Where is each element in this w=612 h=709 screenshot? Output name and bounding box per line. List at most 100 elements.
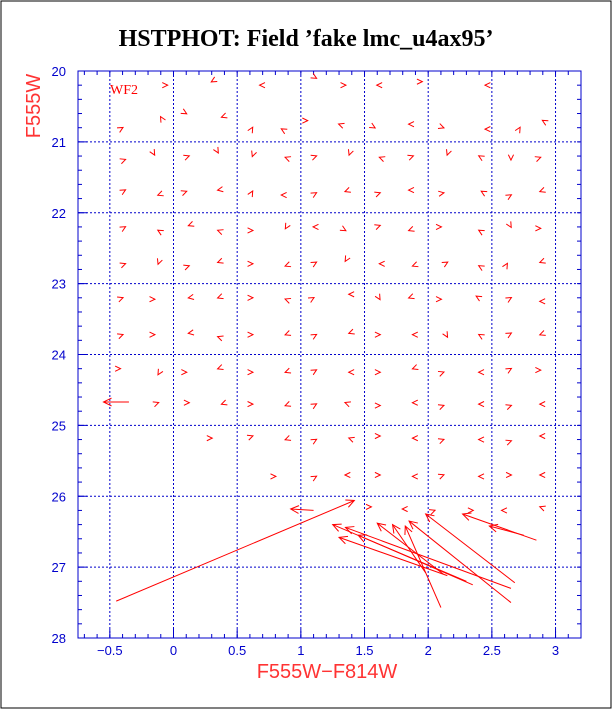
- vector-chevron: [535, 225, 542, 232]
- vector-chevron: [411, 399, 419, 406]
- vector-chevron: [117, 333, 125, 340]
- vector-chevron: [505, 471, 513, 479]
- vector-chevron: [477, 369, 485, 376]
- vector-arrow: [488, 523, 524, 536]
- vector-chevron: [337, 122, 345, 129]
- vector-chevron: [407, 187, 415, 194]
- vector-chevron: [416, 78, 424, 85]
- vector-chevron: [216, 364, 224, 370]
- vector-chevron: [538, 330, 546, 336]
- vector-chevron: [344, 255, 351, 263]
- vector-chevron: [411, 364, 419, 370]
- vector-chevron: [156, 190, 164, 197]
- vector-chevron: [251, 150, 257, 158]
- vector-chevron: [435, 296, 443, 303]
- vector-chevron: [310, 403, 318, 410]
- vector-chevron: [347, 149, 354, 157]
- vector-chevron: [374, 402, 382, 409]
- vector-chevron: [310, 261, 318, 268]
- x-tick-label: 2.5: [483, 643, 501, 658]
- vector-chevron: [437, 473, 446, 480]
- x-tick-label: 0: [170, 643, 177, 658]
- vector-chevron: [437, 438, 446, 445]
- vector-chevron: [284, 401, 292, 407]
- vector-arrow: [344, 526, 512, 589]
- vector-chevron: [534, 156, 542, 162]
- vector-chevron: [538, 187, 546, 193]
- vector-chevron: [538, 505, 546, 512]
- vector-chevron: [374, 471, 382, 479]
- vector-chevron: [187, 221, 195, 227]
- vector-chevron: [310, 438, 318, 445]
- vector-chevron: [477, 333, 485, 340]
- x-tick-label: 2: [425, 643, 432, 658]
- vector-chevron: [477, 265, 485, 271]
- vector-chevron: [401, 505, 408, 513]
- vector-chevron: [116, 126, 125, 133]
- vector-chevron: [374, 224, 382, 230]
- vector-chevron: [477, 229, 485, 236]
- y-tick-label: 24: [52, 348, 66, 363]
- y-tick-label: 22: [52, 206, 66, 221]
- vector-chevron: [505, 221, 512, 229]
- vector-chevron: [310, 73, 318, 79]
- vector-chevron: [183, 399, 191, 406]
- vector-chevron: [369, 122, 377, 129]
- vector-chevron: [149, 331, 157, 338]
- vector-chevron: [480, 190, 488, 197]
- vector-chevron: [429, 509, 437, 515]
- vector-chevron: [216, 335, 224, 342]
- vector-chevron: [365, 503, 373, 510]
- vector-chevron: [505, 296, 513, 303]
- vector-chevron: [246, 434, 255, 441]
- vector-arrow: [116, 499, 356, 602]
- vector-chevron: [181, 369, 188, 376]
- vector-chevron: [411, 435, 419, 442]
- vector-chevron: [378, 260, 385, 267]
- vector-chevron: [407, 121, 415, 128]
- vector-chevron: [247, 401, 255, 408]
- vector-chevron: [119, 262, 127, 269]
- axes: −0.5 0 0.5 1 1.5 2 2.5 3 20 21 22 23 24 25 26 27 28: [52, 64, 582, 658]
- vector-chevron: [514, 126, 521, 134]
- vector-arrow: [357, 534, 473, 586]
- y-tick-label: 20: [52, 64, 66, 79]
- vector-chevron: [441, 261, 449, 268]
- vector-chevron: [183, 154, 191, 161]
- vector-chevron: [435, 223, 443, 230]
- vector-chevron: [284, 156, 292, 162]
- vector-chevron: [374, 293, 381, 301]
- vector-chevron: [216, 257, 224, 264]
- vector-arrow: [289, 505, 314, 514]
- vector-arrow: [102, 397, 129, 407]
- y-tick-label: 25: [52, 418, 66, 433]
- x-tick-label: 1: [297, 643, 304, 658]
- vector-chevron: [483, 126, 491, 133]
- vector-chevron: [247, 294, 255, 301]
- vector-chevron: [258, 82, 266, 89]
- vector-chevron: [284, 435, 292, 441]
- vector-chevron: [284, 367, 292, 374]
- vector-chevron: [247, 126, 254, 134]
- vector-chevron: [538, 432, 546, 440]
- y-tick-label: 23: [52, 277, 66, 292]
- vector-chevron: [119, 158, 127, 165]
- vector-chevron: [187, 329, 195, 336]
- vector-chevron: [311, 223, 319, 230]
- vector-chevron: [505, 439, 513, 446]
- vector-chevron: [378, 156, 386, 162]
- vector-chevron: [477, 401, 485, 408]
- vector-chevron: [284, 297, 292, 304]
- vector-chevron: [343, 401, 351, 408]
- vector-chevron: [310, 154, 318, 161]
- vector-chevron: [407, 293, 415, 300]
- vector-chevron: [270, 473, 278, 480]
- vector-chevron: [152, 401, 160, 408]
- vector-chevron: [343, 187, 351, 193]
- vector-chevron: [119, 189, 127, 196]
- vector-chevron: [347, 436, 355, 443]
- vector-arrow: [424, 513, 516, 584]
- vector-chevron: [247, 260, 255, 267]
- vector-chevron: [442, 331, 449, 339]
- vector-chevron: [343, 471, 351, 479]
